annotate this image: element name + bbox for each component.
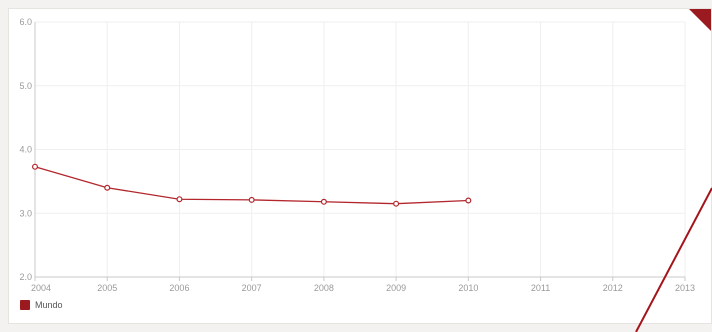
data-point[interactable]: [320, 198, 327, 205]
data-point[interactable]: [176, 196, 183, 203]
y-tick-label: 6.0: [19, 17, 32, 27]
annotation-line: [635, 187, 712, 332]
legend[interactable]: Mundo: [20, 299, 63, 311]
x-tick-label: 2005: [97, 283, 117, 293]
series-layer: [31, 163, 472, 207]
data-point[interactable]: [393, 200, 400, 207]
data-point[interactable]: [248, 196, 255, 203]
data-point[interactable]: [31, 163, 38, 170]
data-point[interactable]: [104, 184, 111, 191]
x-tick-label: 2013: [675, 283, 695, 293]
y-tick-labels: 2.0 3.0 4.0 5.0 6.0: [19, 17, 32, 282]
x-tick-label: 2006: [169, 283, 189, 293]
y-tick-label: 3.0: [19, 208, 32, 218]
corner-arrow-glyph: ⇱: [700, 30, 709, 41]
chart-panel: ⇱: [8, 8, 712, 324]
corner-arrow-icon[interactable]: ⇱: [689, 9, 711, 41]
x-tick-label: 2009: [386, 283, 406, 293]
grid: [34, 21, 686, 278]
y-tick-label: 4.0: [19, 145, 32, 155]
x-tick-label: 2011: [531, 283, 550, 293]
x-tick-labels: 2004 2005 2006 2007 2008 2009 2010 2011 2012 2013: [31, 283, 695, 293]
legend-label-mundo: Mundo: [35, 300, 63, 310]
legend-swatch: [20, 300, 30, 310]
axes: [34, 22, 686, 281]
data-point[interactable]: [465, 197, 472, 204]
y-tick-label: 5.0: [19, 81, 32, 91]
x-tick-label: 2007: [242, 283, 262, 293]
y-tick-label: 2.0: [19, 272, 32, 282]
x-tick-label: 2010: [458, 283, 478, 293]
x-tick-label: 2004: [31, 283, 51, 293]
x-tick-label: 2012: [603, 283, 623, 293]
annotation-layer: [635, 187, 712, 332]
x-tick-label: 2008: [314, 283, 334, 293]
